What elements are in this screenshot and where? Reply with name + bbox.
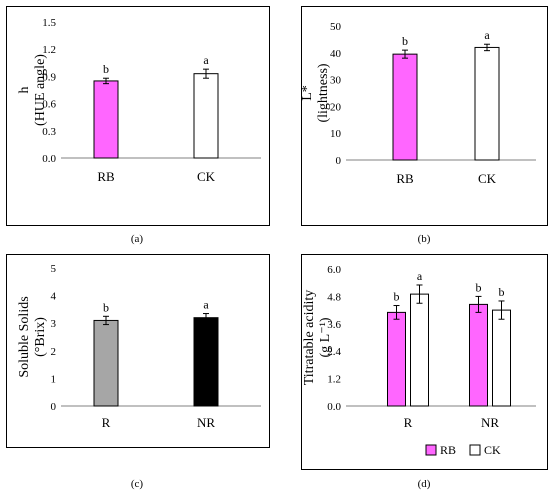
significance-letter: a <box>417 269 423 283</box>
y-tick-label: 2 <box>51 346 57 358</box>
panel-a-frame <box>6 6 270 226</box>
chart-a: 0.0 0.3 0.6 0.9 1.2 1.5 h (HUE angle) RB CK b a <box>17 17 261 184</box>
legend-label: RB <box>440 443 456 457</box>
caption-d: (d) <box>417 478 431 490</box>
panel-b-frame <box>301 6 548 226</box>
y-tick-label: 0.0 <box>327 401 341 413</box>
significance-letter: b <box>476 280 482 294</box>
caption-a: (a) <box>130 233 144 245</box>
significance-letter: a <box>203 53 209 67</box>
caption-b: (b) <box>417 233 431 245</box>
y-tick-label: 0.3 <box>42 126 56 138</box>
y-axis-label-line1: h <box>17 87 32 94</box>
bar <box>193 73 219 159</box>
y-tick-label: 6.0 <box>327 264 341 276</box>
significance-letter: a <box>484 28 490 42</box>
y-tick-label: 50 <box>330 21 342 33</box>
bar <box>410 293 429 407</box>
x-tick-label: RB <box>97 169 115 184</box>
y-tick-label: 0.9 <box>42 71 56 83</box>
y-axis-label-line1: L* <box>301 85 315 101</box>
y-tick-label: 3.6 <box>327 319 341 331</box>
bar <box>469 303 488 407</box>
significance-letter: b <box>499 285 505 299</box>
y-axis-label-line2: (°Brix) <box>33 317 48 357</box>
y-tick-label: 10 <box>330 128 342 140</box>
x-tick-label: CK <box>197 169 216 184</box>
y-axis-label-line2: (g L⁻¹) <box>318 317 333 357</box>
y-tick-label: 4.8 <box>327 291 341 303</box>
y-tick-label: 0 <box>336 155 342 167</box>
bar <box>474 46 500 161</box>
y-tick-label: 1 <box>51 373 57 385</box>
x-tick-label: R <box>404 415 413 430</box>
y-axis-label-line2: (lightness) <box>316 63 331 122</box>
significance-letter: b <box>402 34 408 48</box>
panel-c-frame <box>6 254 270 448</box>
x-tick-label: RB <box>396 171 414 186</box>
x-tick-label: NR <box>197 415 215 430</box>
x-tick-label: R <box>102 415 111 430</box>
significance-letter: b <box>103 62 109 76</box>
bar <box>93 319 119 407</box>
y-axis-label-line2: (HUE angle) <box>33 54 48 126</box>
caption-c: (c) <box>130 478 144 490</box>
x-tick-label: NR <box>481 415 499 430</box>
y-tick-label: 0.6 <box>42 99 56 111</box>
y-tick-label: 20 <box>330 101 342 113</box>
y-axis-label-line1: Titratable acidity <box>302 290 317 386</box>
significance-letter: b <box>394 290 400 304</box>
significance-letter: b <box>103 300 109 314</box>
y-tick-label: 2.4 <box>327 346 341 358</box>
y-axis-label-line1: Soluble Solids <box>17 296 32 377</box>
y-tick-label: 1.2 <box>42 44 56 56</box>
y-tick-label: 1.2 <box>327 374 341 386</box>
bar <box>193 317 219 407</box>
chart-d: 0.0 1.2 2.4 3.6 4.8 6.0 Titratable acidity (g L… <box>302 264 536 457</box>
chart-b: 0 10 20 30 40 50 L* (lightness) RB CK b a <box>301 21 536 186</box>
bar <box>492 309 511 407</box>
bar <box>392 53 418 161</box>
y-tick-label: 3 <box>51 318 57 330</box>
y-tick-label: 1.5 <box>42 17 56 29</box>
x-tick-label: CK <box>478 171 497 186</box>
chart-c: 0 1 2 3 4 5 Soluble Solids (°Brix) R NR b a <box>17 263 261 430</box>
legend-swatch <box>425 444 437 456</box>
y-tick-label: 40 <box>330 48 342 60</box>
bar <box>387 311 406 407</box>
y-tick-label: 0 <box>51 401 57 413</box>
y-tick-label: 4 <box>51 291 57 303</box>
y-tick-label: 0.0 <box>42 153 56 165</box>
bar <box>93 80 119 159</box>
significance-letter: a <box>203 298 209 312</box>
legend-swatch <box>469 444 481 456</box>
y-tick-label: 30 <box>330 75 342 87</box>
legend-label: CK <box>484 443 501 457</box>
y-tick-label: 5 <box>51 263 57 275</box>
